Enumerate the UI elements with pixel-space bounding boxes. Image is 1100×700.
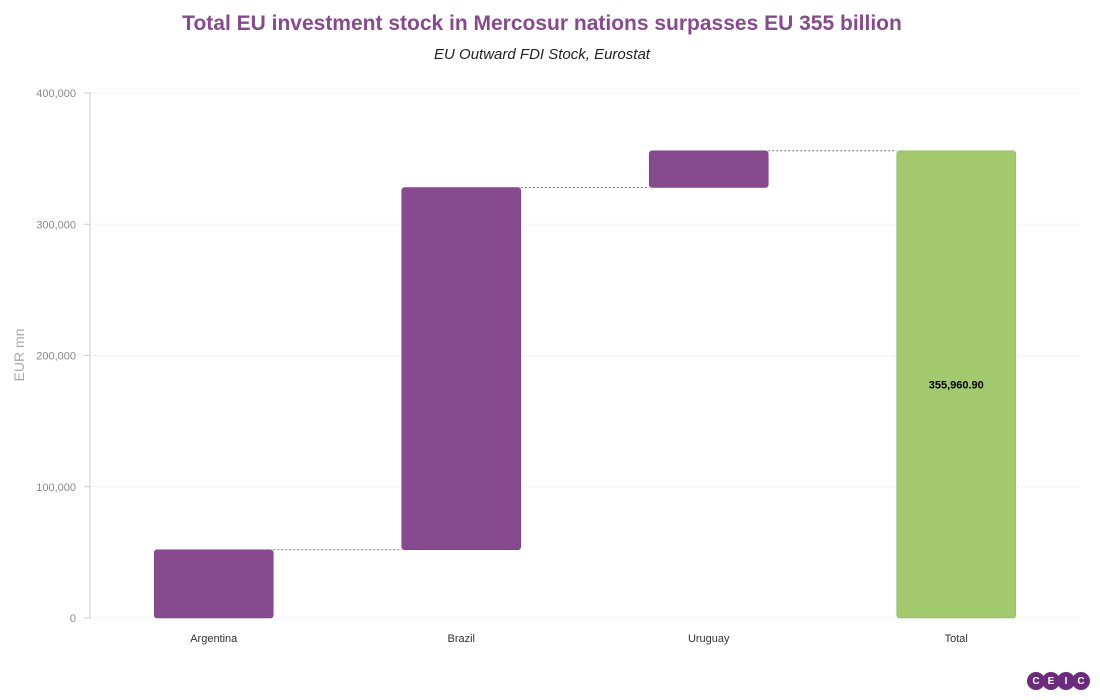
logo-letter: I [1057, 672, 1075, 690]
x-tick-label: Total [945, 633, 968, 645]
x-tick-label: Argentina [190, 633, 238, 645]
data-label: 355,960.90 [929, 379, 984, 391]
y-tick-label: 0 [70, 613, 76, 625]
bar-brazil[interactable] [401, 187, 522, 551]
y-tick-label: 300,000 [36, 219, 76, 231]
chart-subtitle: EU Outward FDI Stock, Eurostat [434, 46, 650, 63]
x-tick-label: Uruguay [688, 633, 730, 645]
x-tick-label: Brazil [447, 633, 475, 645]
y-tick-label: 200,000 [36, 351, 76, 363]
y-tick-label: 400,000 [36, 88, 76, 100]
logo-letter: C [1072, 672, 1090, 690]
ceic-logo: C E I C [1027, 672, 1090, 690]
bar-argentina[interactable] [153, 549, 274, 619]
logo-letter: C [1027, 672, 1045, 690]
y-tick-label: 100,000 [36, 482, 76, 494]
bar-uruguay[interactable] [648, 150, 769, 188]
logo-letter: E [1042, 672, 1060, 690]
y-axis-label: EUR mn [11, 329, 27, 382]
chart-title: Total EU investment stock in Mercosur na… [182, 12, 902, 35]
bar-total[interactable] [896, 150, 1017, 619]
